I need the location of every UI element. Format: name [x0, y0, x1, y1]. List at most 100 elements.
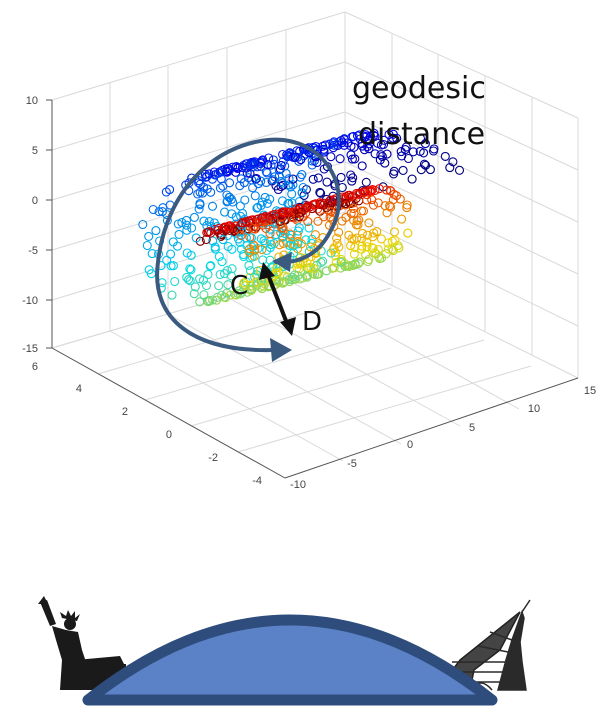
- scatter-point: [326, 152, 336, 162]
- scatter-point: [189, 212, 199, 222]
- scatter-point: [161, 187, 171, 197]
- scatter-point: [326, 195, 336, 205]
- scatter-point: [348, 173, 358, 183]
- scatter-point: [220, 207, 230, 217]
- scatter-point: [208, 295, 218, 305]
- scatter-point: [237, 162, 248, 172]
- scatter-point: [351, 220, 361, 230]
- left-axis-tick-labels: 6 4 2 0 -2 -4: [32, 361, 262, 487]
- euclidean-arrow: [259, 262, 296, 336]
- scatter-point: [203, 297, 213, 307]
- scatter-point: [250, 245, 260, 255]
- scatter-point: [287, 198, 297, 208]
- scatter-point: [313, 173, 323, 183]
- scatter-point: [244, 247, 255, 257]
- scatter-point: [419, 159, 429, 169]
- scatter-point: [230, 290, 240, 300]
- scatter-point: [304, 223, 314, 233]
- scatter-point: [257, 244, 267, 255]
- scatter-point: [185, 264, 195, 274]
- z-tick-label: -5: [28, 245, 38, 257]
- left-tick-label: -4: [252, 475, 262, 487]
- scatter-point: [245, 244, 255, 254]
- right-axis-tick-labels: -10 -5 0 5 10 15: [290, 385, 596, 491]
- scatter-point: [151, 226, 161, 236]
- scatter-point: [201, 172, 211, 182]
- scatter-point: [250, 191, 260, 201]
- scatter-point: [307, 160, 317, 170]
- scatter-point: [314, 269, 324, 279]
- scatter-point: [402, 200, 412, 210]
- scatter-point: [240, 195, 250, 205]
- scatter-point: [238, 218, 248, 228]
- scatter-point: [294, 212, 304, 222]
- scatter-point: [236, 211, 246, 221]
- scatter-point: [372, 227, 382, 237]
- scatter-point: [239, 278, 249, 288]
- scatter-point: [301, 203, 311, 213]
- scatter-point: [445, 163, 455, 173]
- scatter-point: [329, 243, 339, 253]
- scatter-point: [376, 140, 386, 150]
- scatter-point: [358, 206, 369, 216]
- scatter-point: [315, 187, 325, 197]
- z-tick-label: 5: [32, 145, 38, 157]
- scatter-point: [278, 209, 288, 219]
- scatter-point: [415, 133, 426, 144]
- scatter-point: [288, 241, 298, 251]
- scatter-point: [260, 212, 270, 222]
- scatter-point: [300, 149, 310, 159]
- scatter-point: [286, 151, 296, 161]
- scatter-point: [217, 257, 227, 267]
- scatter-point: [350, 242, 360, 252]
- scatter-point: [382, 208, 392, 218]
- scatter-point: [182, 272, 192, 282]
- scatter-point: [195, 274, 205, 284]
- scatter-point: [319, 147, 329, 157]
- scatter-point: [215, 183, 225, 193]
- scatter-point: [184, 275, 194, 285]
- scatter-point: [287, 149, 297, 159]
- scatter-point: [360, 186, 370, 196]
- scatter-point: [425, 165, 435, 175]
- right-tick-label: 10: [528, 403, 540, 415]
- scatter-point: [284, 174, 294, 184]
- scatter-point: [347, 234, 357, 244]
- scatter-point: [361, 131, 371, 141]
- scatter-point: [246, 285, 256, 295]
- scatter-point: [297, 170, 307, 180]
- scatter-point: [268, 155, 278, 165]
- scatter-point: [195, 198, 205, 209]
- scatter-point: [322, 177, 332, 187]
- scatter-point: [416, 165, 426, 175]
- scatter-point: [216, 229, 226, 239]
- scatter-point: [216, 174, 226, 184]
- scatter-point: [147, 249, 157, 259]
- scatter-point: [297, 187, 307, 198]
- scatter-point: [182, 220, 192, 230]
- scatter-point: [329, 137, 339, 147]
- scatter-point: [388, 129, 398, 139]
- scatter-point: [309, 156, 320, 166]
- scatter-point: [303, 201, 313, 211]
- scatter-point: [216, 167, 226, 177]
- scatter-point: [222, 190, 232, 200]
- scatter-point: [241, 163, 251, 173]
- scatter-point: [256, 176, 266, 186]
- scatter-point: [294, 223, 304, 233]
- scatter-point: [277, 178, 287, 188]
- scatter-point: [200, 169, 210, 179]
- scatter-point: [316, 257, 326, 268]
- scatter-point: [420, 139, 430, 149]
- scatter-point: [260, 192, 270, 202]
- scatter-point: [277, 196, 288, 206]
- scatter-point: [308, 174, 318, 184]
- scatter-point: [190, 282, 200, 292]
- scatter-point: [182, 225, 192, 235]
- scatter-point: [382, 149, 392, 159]
- scatter-point: [246, 233, 256, 243]
- scatter-point: [352, 190, 362, 200]
- scatter-point: [167, 290, 177, 300]
- scatter-point: [298, 182, 308, 193]
